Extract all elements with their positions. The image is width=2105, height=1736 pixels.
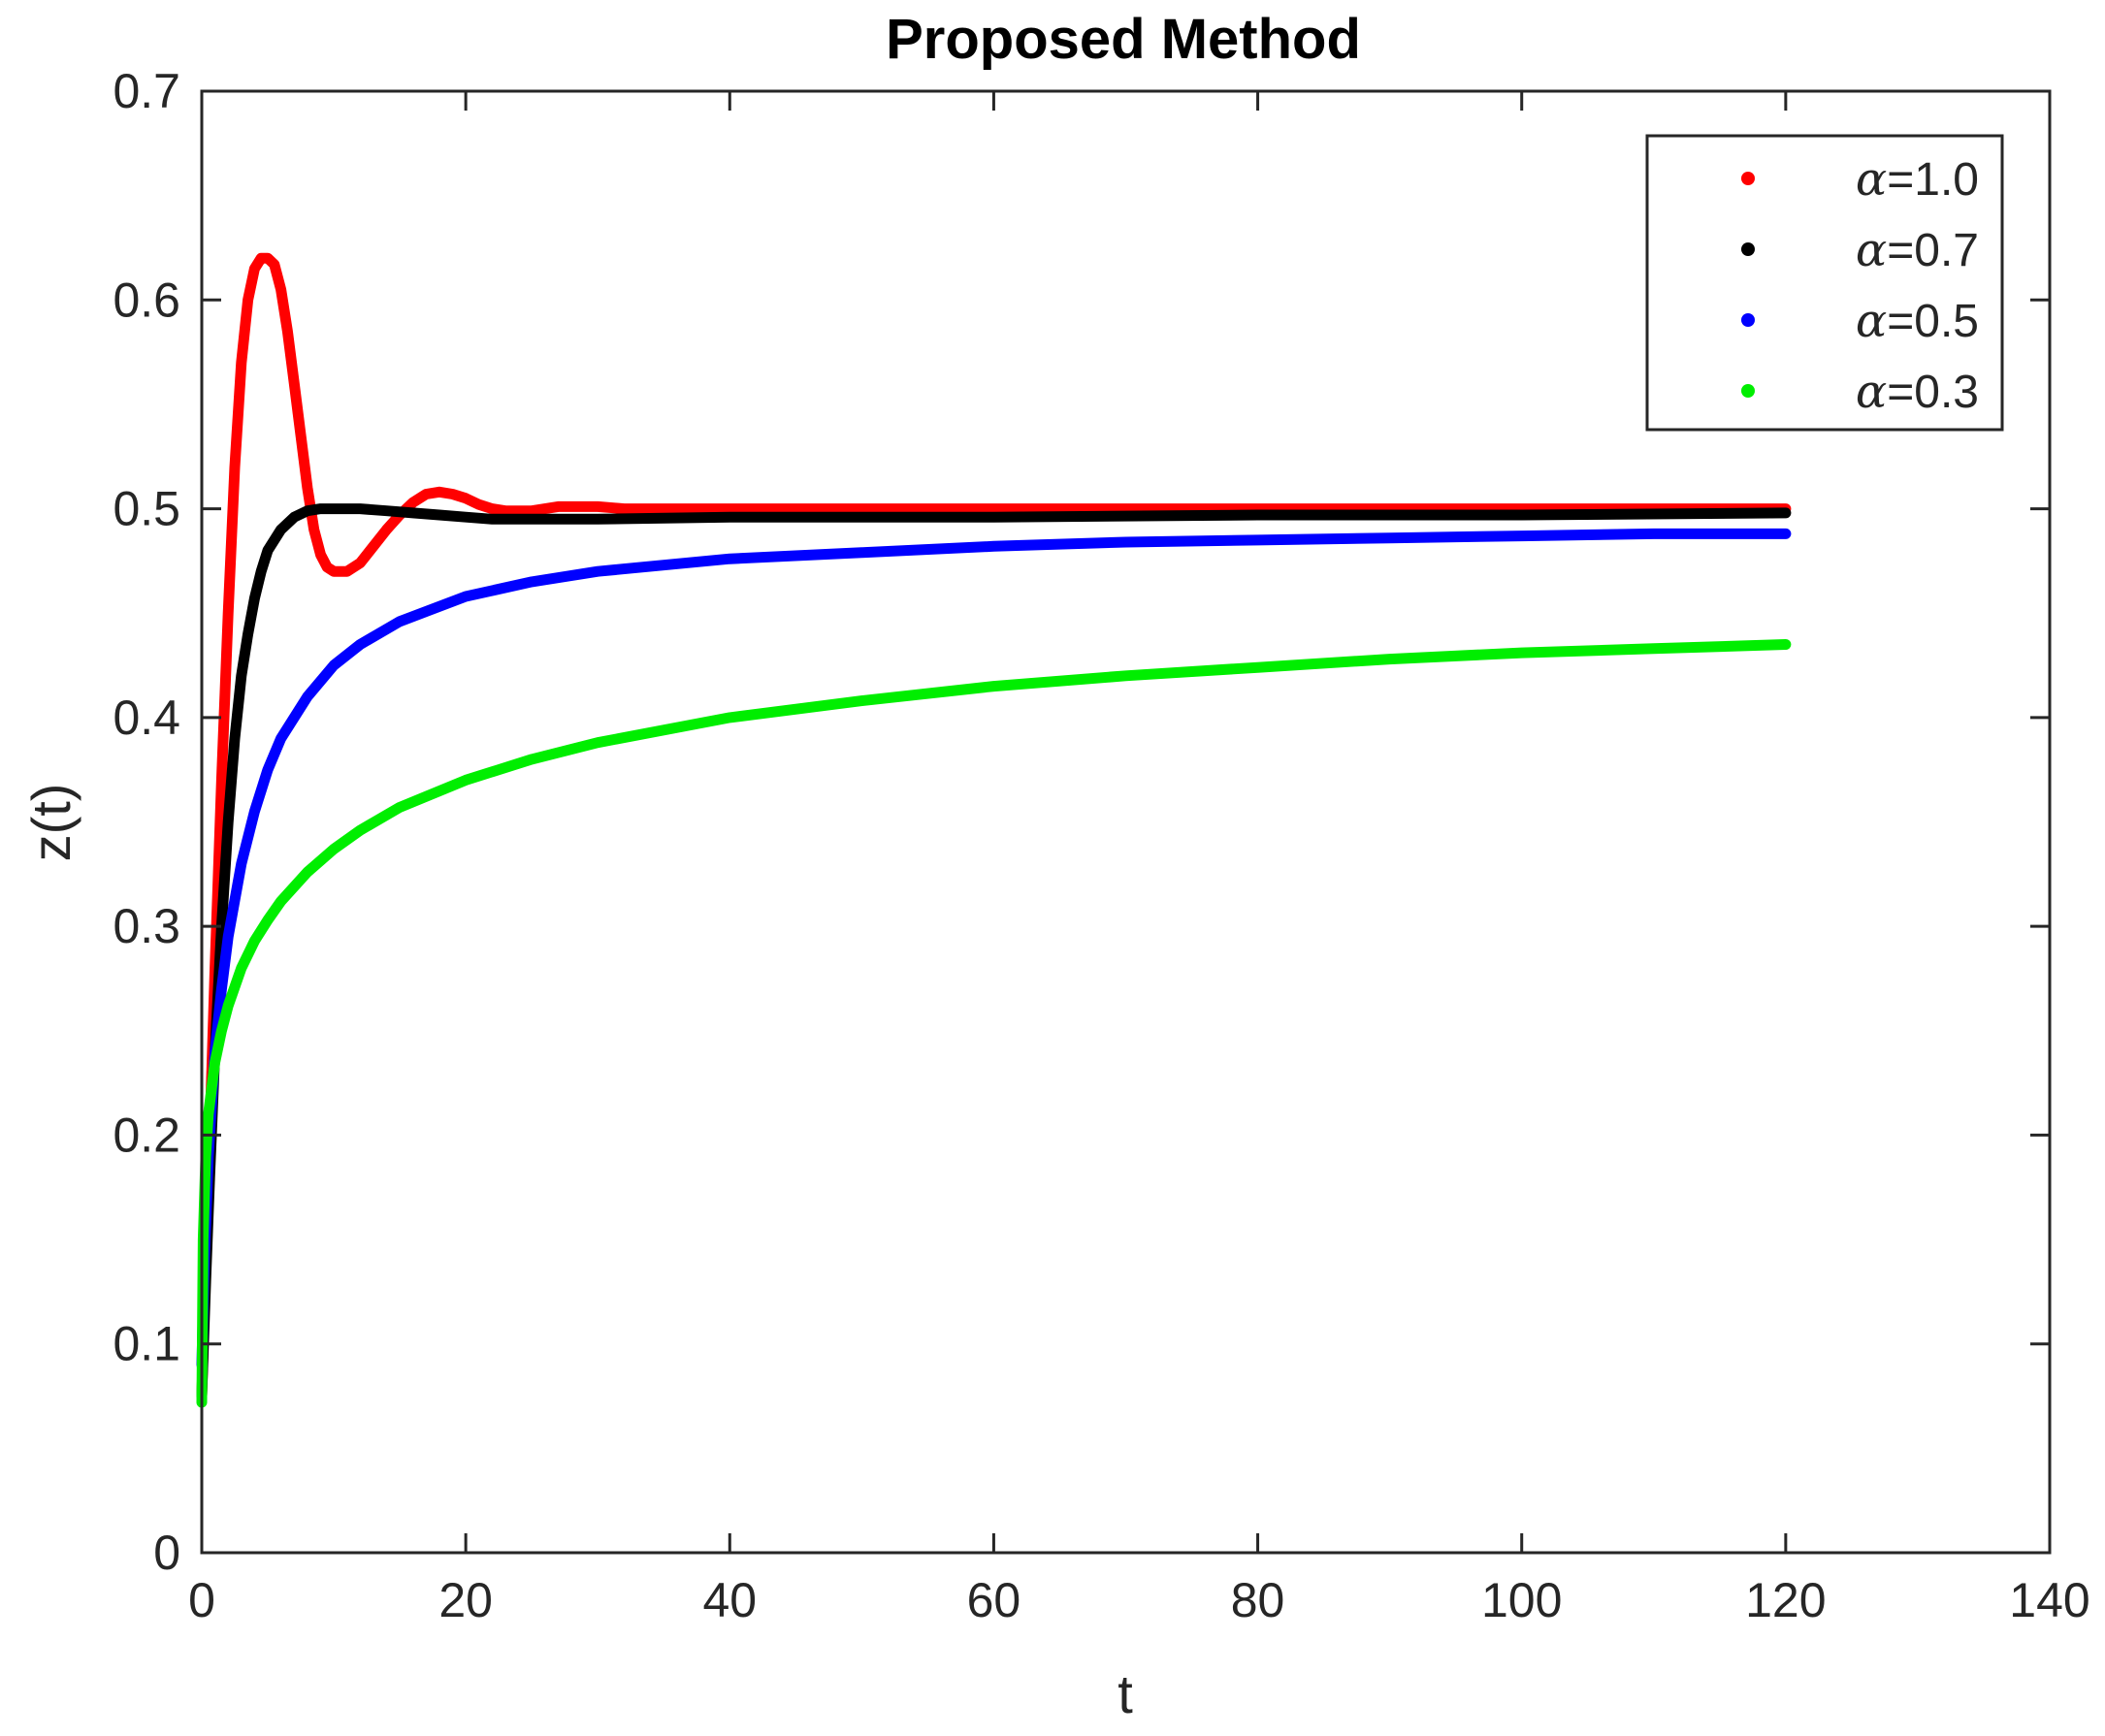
legend: α=1.0α=0.7α=0.5α=0.3: [1645, 134, 2004, 432]
legend-alpha-symbol: α: [1856, 223, 1887, 277]
legend-box: [1645, 134, 2004, 432]
y-tick-label: 0.5: [113, 482, 180, 536]
y-tick-label: 0.1: [113, 1317, 180, 1371]
x-tick-label: 20: [438, 1573, 493, 1627]
legend-value: =0.7: [1887, 225, 1979, 276]
y-tick-label: 0.3: [113, 899, 180, 953]
legend-marker-0: [1741, 172, 1755, 185]
y-tick-label: 0.6: [113, 273, 180, 327]
x-tick-label: 0: [188, 1573, 215, 1627]
legend-alpha-symbol: α: [1856, 152, 1887, 207]
legend-marker-1: [1741, 242, 1755, 256]
series-line-2: [196, 528, 1792, 1370]
legend-label-3: α=0.3: [1856, 365, 1979, 419]
plot-frame: [200, 89, 2052, 1555]
x-axis-label: t: [1117, 1663, 1133, 1724]
y-axis-label: z(t): [20, 784, 81, 862]
legend-value: =0.5: [1887, 296, 1979, 347]
x-tick-label: 100: [1481, 1573, 1562, 1627]
plot-series: [196, 252, 1792, 1408]
legend-label-1: α=0.7: [1856, 223, 1979, 277]
y-tick-label: 0: [153, 1526, 180, 1580]
legend-value: =1.0: [1887, 154, 1979, 206]
legend-alpha-symbol: α: [1856, 294, 1887, 348]
legend-value: =0.3: [1887, 367, 1979, 418]
legend-label-0: α=1.0: [1856, 152, 1979, 207]
axis-ticks: 0 20 40 60 80 100 120 140 0 0.1 0.2 0.3 0.4 0.5 0.6 0.7: [113, 64, 2089, 1627]
x-tick-label: 120: [1745, 1573, 1826, 1627]
legend-marker-3: [1741, 384, 1755, 398]
y-tick-label: 0.2: [113, 1108, 180, 1162]
legend-alpha-symbol: α: [1856, 365, 1887, 419]
y-tick-label: 0.4: [113, 691, 180, 745]
legend-label-2: α=0.5: [1856, 294, 1979, 348]
series-line-0: [196, 252, 1792, 1401]
series-line-1: [196, 503, 1792, 1401]
series-line-3: [196, 639, 1792, 1408]
legend-marker-2: [1741, 313, 1755, 327]
x-tick-label: 60: [967, 1573, 1021, 1627]
chart-title: Proposed Method: [886, 8, 1361, 71]
y-tick-label: 0.7: [113, 64, 180, 118]
x-tick-label: 80: [1231, 1573, 1285, 1627]
x-tick-label: 140: [2009, 1573, 2089, 1627]
x-tick-label: 40: [702, 1573, 757, 1627]
